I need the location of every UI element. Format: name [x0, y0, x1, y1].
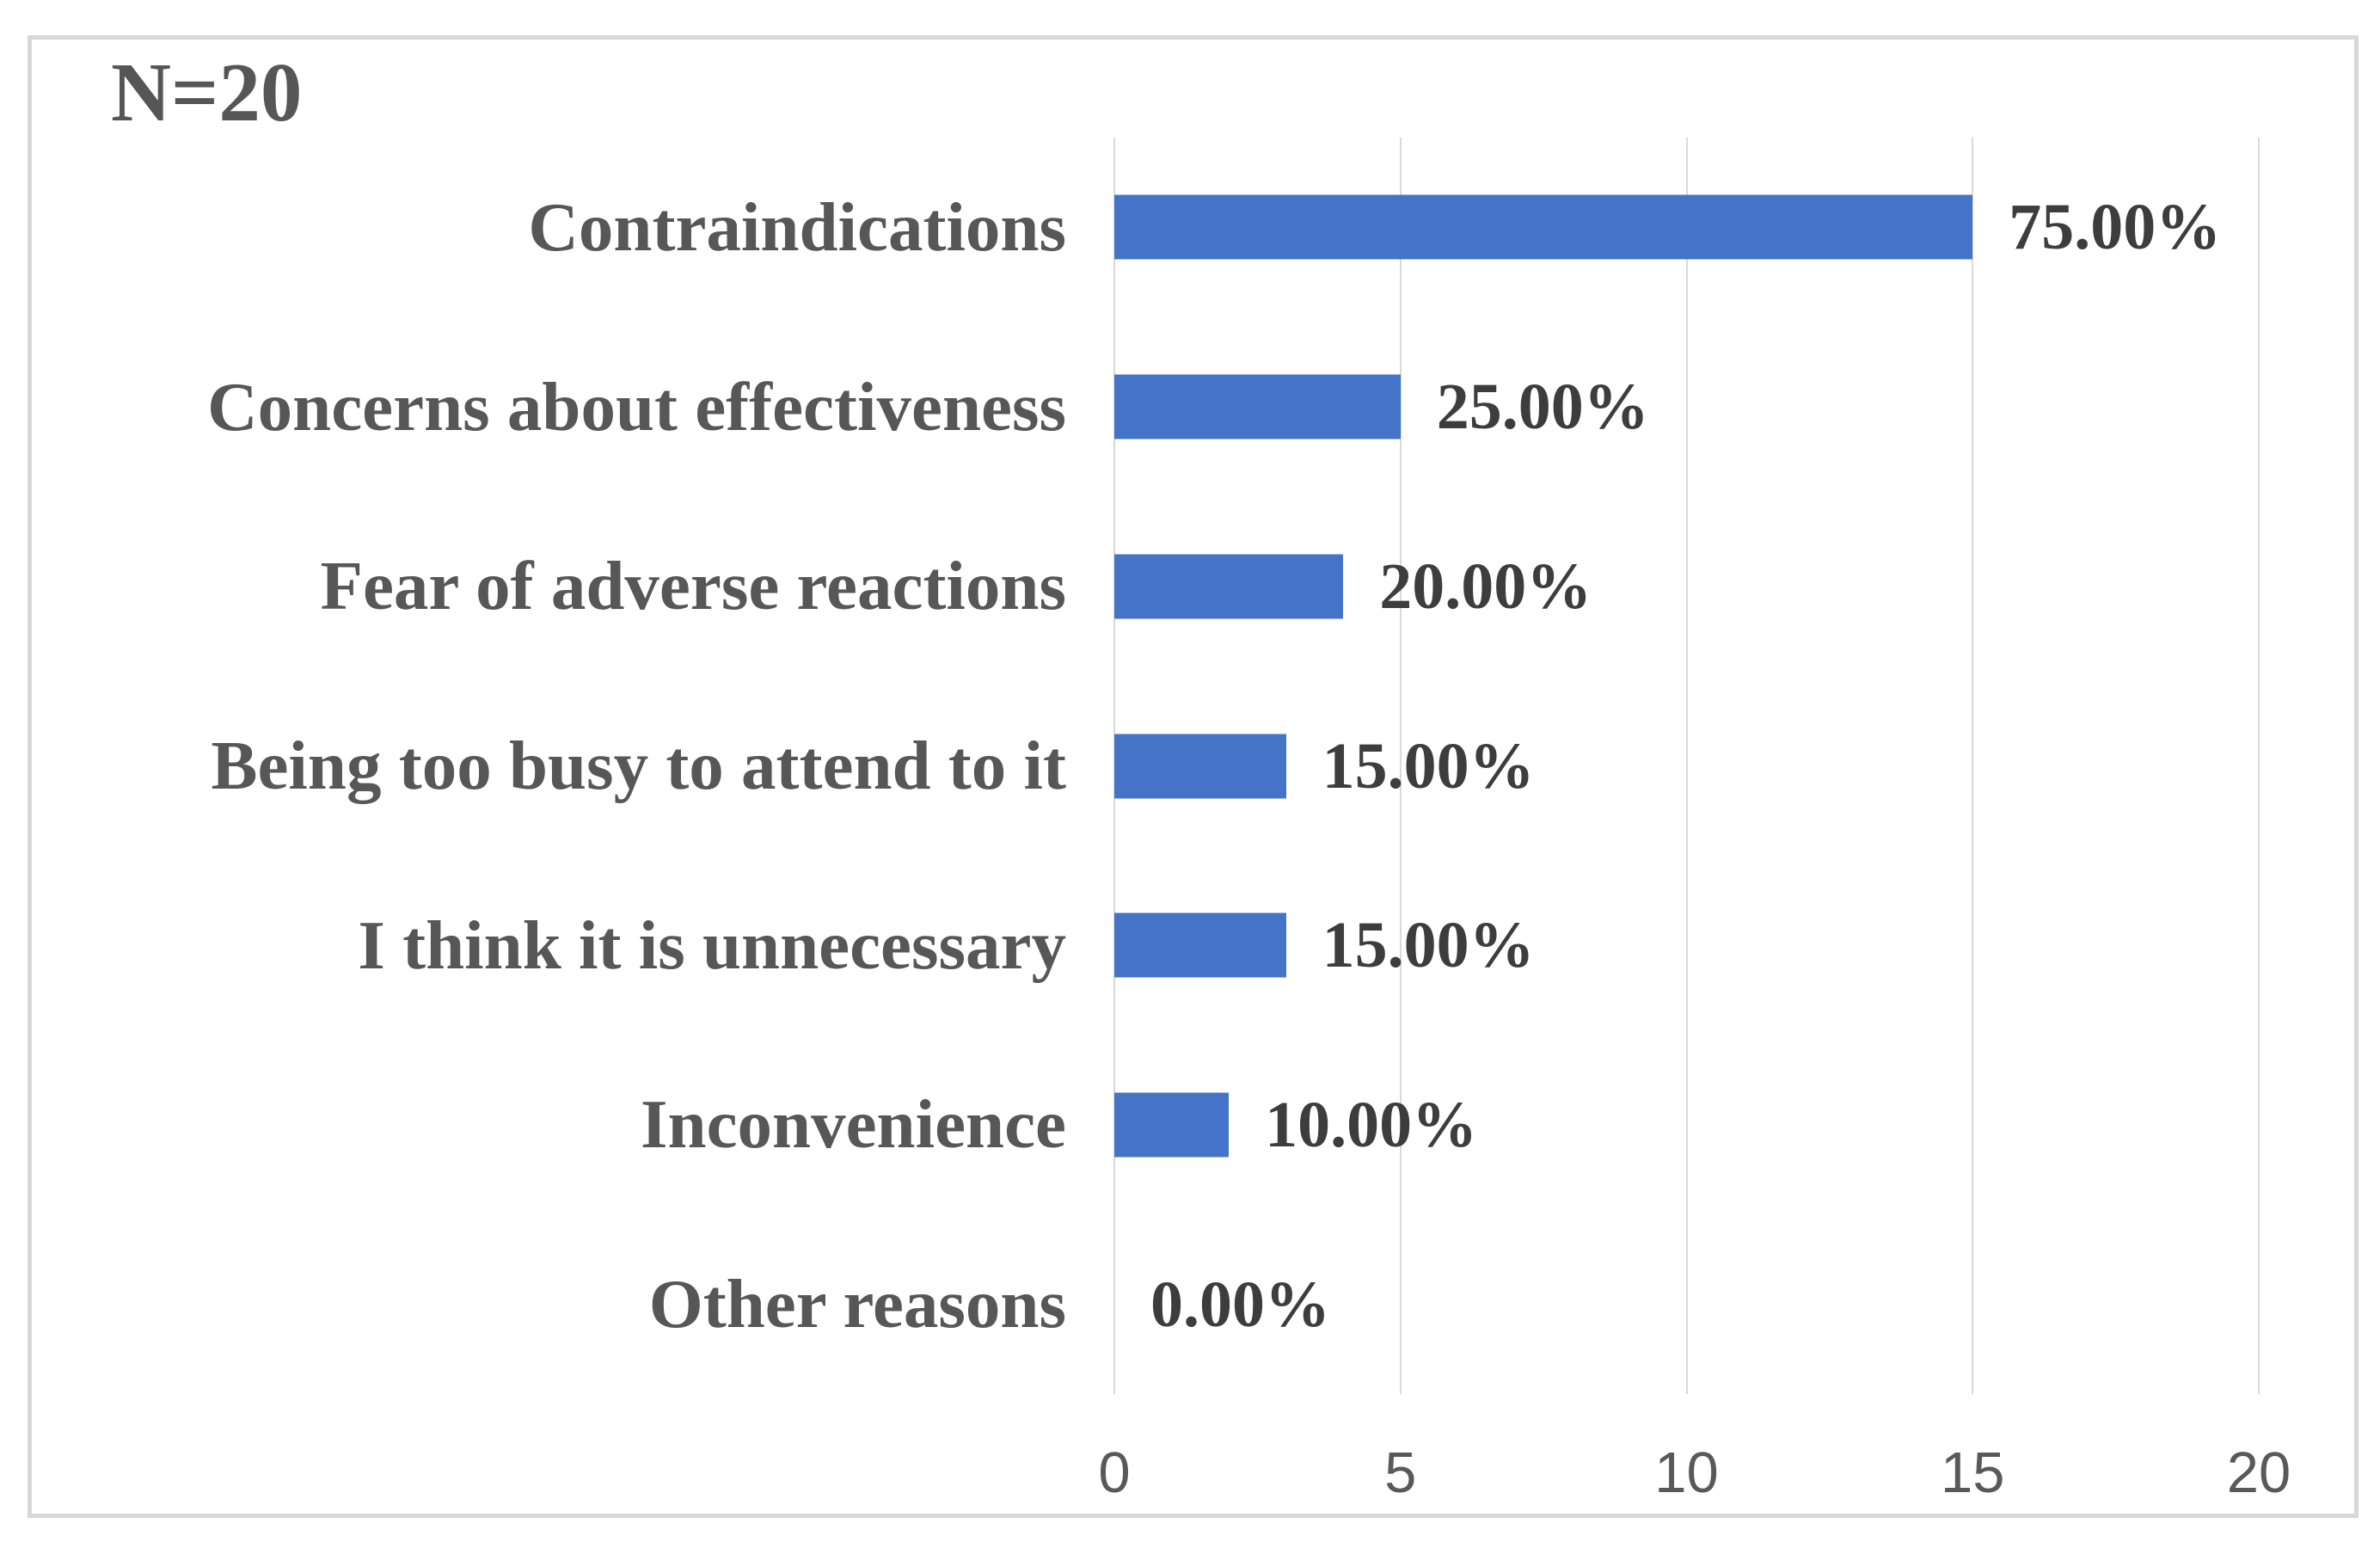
bar-track: 20.00%	[1114, 496, 2259, 676]
bar	[1114, 554, 1344, 619]
value-label: 20.00%	[1379, 550, 1592, 623]
x-axis-tick-label: 0	[1098, 1441, 1131, 1505]
chart-row: Other reasons 0.00%	[32, 1214, 2259, 1394]
chart-row: Being too busy to attend to it 15.00%	[32, 676, 2259, 856]
chart-row: Fear of adverse reactions 20.00%	[32, 496, 2259, 676]
value-label: 0.00%	[1150, 1268, 1330, 1341]
x-axis-tick-label: 5	[1384, 1441, 1417, 1505]
value-label: 15.00%	[1322, 909, 1535, 982]
bar	[1114, 912, 1286, 978]
x-axis: 0 5 10 15 20	[1098, 1441, 2291, 1513]
bar-track: 0.00%	[1114, 1214, 2259, 1394]
category-label: I think it is unnecessary	[358, 906, 1066, 984]
chart-row: Inconvenience 10.00%	[32, 1035, 2259, 1215]
x-axis-tick-label: 15	[1940, 1441, 2005, 1505]
chart-container: N=20 Contraindications 75.00% Concerns a…	[28, 35, 2359, 1518]
bar	[1114, 1092, 1230, 1158]
category-label: Fear of adverse reactions	[320, 547, 1066, 625]
bar-track: 75.00%	[1114, 138, 2259, 317]
x-axis-tick-label: 10	[1654, 1441, 1719, 1505]
chart-row: Concerns about effectiveness 25.00%	[32, 317, 2259, 497]
value-label: 25.00%	[1436, 371, 1649, 444]
bar-rows: Contraindications 75.00% Concerns about …	[32, 138, 2259, 1394]
bar-track: 15.00%	[1114, 856, 2259, 1035]
chart-row: Contraindications 75.00%	[32, 138, 2259, 317]
value-label: 10.00%	[1265, 1088, 1478, 1161]
bar	[1114, 734, 1286, 799]
value-label: 75.00%	[2009, 191, 2222, 264]
bar	[1114, 194, 1973, 260]
category-label: Inconvenience	[641, 1085, 1066, 1164]
bar	[1114, 374, 1401, 439]
value-label: 15.00%	[1322, 729, 1535, 802]
bar-track: 10.00%	[1114, 1035, 2259, 1215]
gridline	[1685, 138, 1688, 1394]
gridline	[2258, 138, 2260, 1394]
bar-track: 15.00%	[1114, 676, 2259, 856]
gridline	[1972, 138, 1974, 1394]
x-axis-tick-label: 20	[2226, 1441, 2291, 1505]
category-label: Concerns about effectiveness	[207, 367, 1066, 445]
sample-size-label: N=20	[111, 46, 303, 138]
category-label: Other reasons	[648, 1265, 1066, 1343]
category-label: Being too busy to attend to it	[211, 726, 1066, 804]
gridline	[1399, 138, 1402, 1394]
chart-row: I think it is unnecessary 15.00%	[32, 856, 2259, 1035]
bar-track: 25.00%	[1114, 317, 2259, 497]
category-label: Contraindications	[528, 187, 1066, 266]
